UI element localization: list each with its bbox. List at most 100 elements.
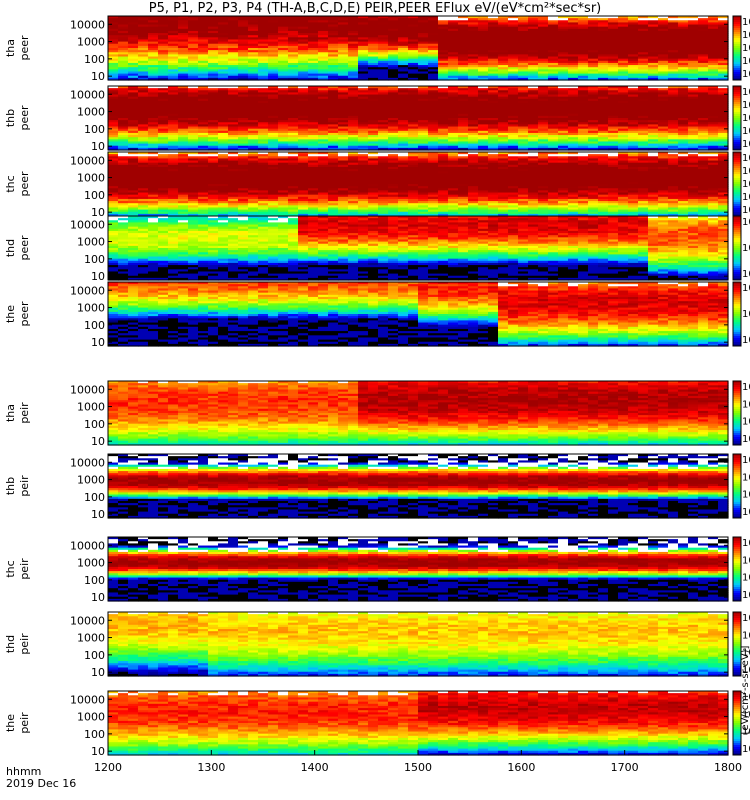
spectrogram-cell [678,22,689,26]
spectrogram-cell [438,35,449,38]
spectrogram-cell [338,41,349,45]
spectrogram-cell [458,16,469,19]
spectrogram-cell [578,60,589,64]
spectrogram-cell [438,77,449,81]
spectrogram-cell [158,105,169,108]
spectrogram-cell [238,48,249,51]
spectrogram-cell [508,41,519,45]
spectrogram-cell [438,43,449,47]
spectrogram-cell [458,35,469,38]
spectrogram-cell [138,22,149,26]
spectrogram-cell [328,45,339,49]
spectrogram-cell [328,24,339,28]
spectrogram-cell [278,54,289,58]
spectrogram-cell [408,22,419,26]
spectrogram-cell [198,73,209,77]
spectrogram-cell [298,37,309,41]
spectrogram-cell [308,56,319,60]
spectrogram-cell [568,73,579,77]
spectrogram-cell [498,22,509,26]
spectrogram-cell [478,39,489,43]
spectrogram-cell [428,73,439,77]
spectrogram-cell [288,48,299,51]
spectrogram-cell [288,43,299,47]
spectrogram-cell [678,41,689,45]
spectrogram-cell [288,92,299,96]
spectrogram-cell [238,137,249,140]
spectrogram-cell [278,16,289,19]
spectrogram-cell [198,105,209,108]
spectrogram-cell [518,45,529,49]
spectrogram-cell [578,73,589,77]
spectrogram-cell [608,16,619,19]
spectrogram-cell [658,77,669,81]
spectrogram-cell [108,147,119,151]
spectrogram-cell [118,90,129,93]
spectrogram-cell [428,24,439,28]
spectrogram-cell [108,98,119,102]
spectrogram-cell [138,98,149,102]
spectrogram-cell [278,41,289,45]
spectrogram-cell [178,115,189,119]
spectrogram-cell [208,122,219,125]
spectrogram-cell [238,109,249,113]
spectrogram-cell [708,69,719,73]
spectrogram-cell [338,75,349,79]
spectrogram-cell [238,92,249,96]
spectrogram-cell [308,77,319,81]
spectrogram-cell [168,16,179,19]
spectrogram-cell [688,56,699,60]
spectrogram-cell [388,73,399,77]
spectrogram-cell [548,48,559,51]
spectrogram-cell [678,48,689,51]
spectrogram-cell [238,50,249,53]
spectrogram-cell [208,28,219,32]
spectrogram-cell [478,77,489,81]
spectrogram-cell [248,67,259,70]
spectrogram-cell [598,58,609,62]
colorbar-step [733,26,741,29]
spectrogram-cell [138,124,149,128]
spectrogram-cell [488,18,499,21]
spectrogram-cell [678,69,689,73]
spectrogram-cell [268,118,279,121]
spectrogram-cell [198,20,209,23]
spectrogram-cell [648,52,659,55]
spectrogram-cell [218,65,229,68]
spectrogram-cell [478,73,489,77]
spectrogram-cell [628,18,639,21]
spectrogram-cell [368,43,379,47]
spectrogram-cell [168,130,179,134]
spectrogram-cell [338,45,349,49]
spectrogram-cell [118,105,129,108]
spectrogram-cell [418,62,429,66]
spectrogram-cell [438,22,449,26]
spectrogram-cell [508,67,519,70]
spectrogram-cell [538,33,549,36]
spectrogram-cell [668,60,679,64]
spectrogram-cell [178,18,189,21]
spectrogram-cell [668,52,679,55]
spectrogram-cell [488,28,499,32]
spectrogram-cell [568,71,579,75]
spectrogram-cell [338,39,349,43]
spectrogram-cell [708,41,719,45]
spectrogram-cell [708,60,719,64]
spectrogram-cell [148,18,159,21]
spectrogram-cell [468,16,479,19]
spectrogram-cell [178,16,189,19]
spectrogram-cell [538,77,549,81]
spectrogram-cell [198,143,209,147]
spectrogram-cell [218,30,229,34]
spectrogram-cell [148,75,159,79]
spectrogram-cell [238,103,249,106]
spectrogram-cell [228,50,239,53]
spectrogram-cell [538,39,549,43]
spectrogram-cell [718,58,729,62]
spectrogram-cell [228,130,239,134]
spectrogram-cell [218,94,229,98]
spectrogram-cell [278,130,289,134]
spectrogram-cell [148,120,159,123]
spectrogram-cell [158,115,169,119]
spectrogram-cell [198,88,209,91]
